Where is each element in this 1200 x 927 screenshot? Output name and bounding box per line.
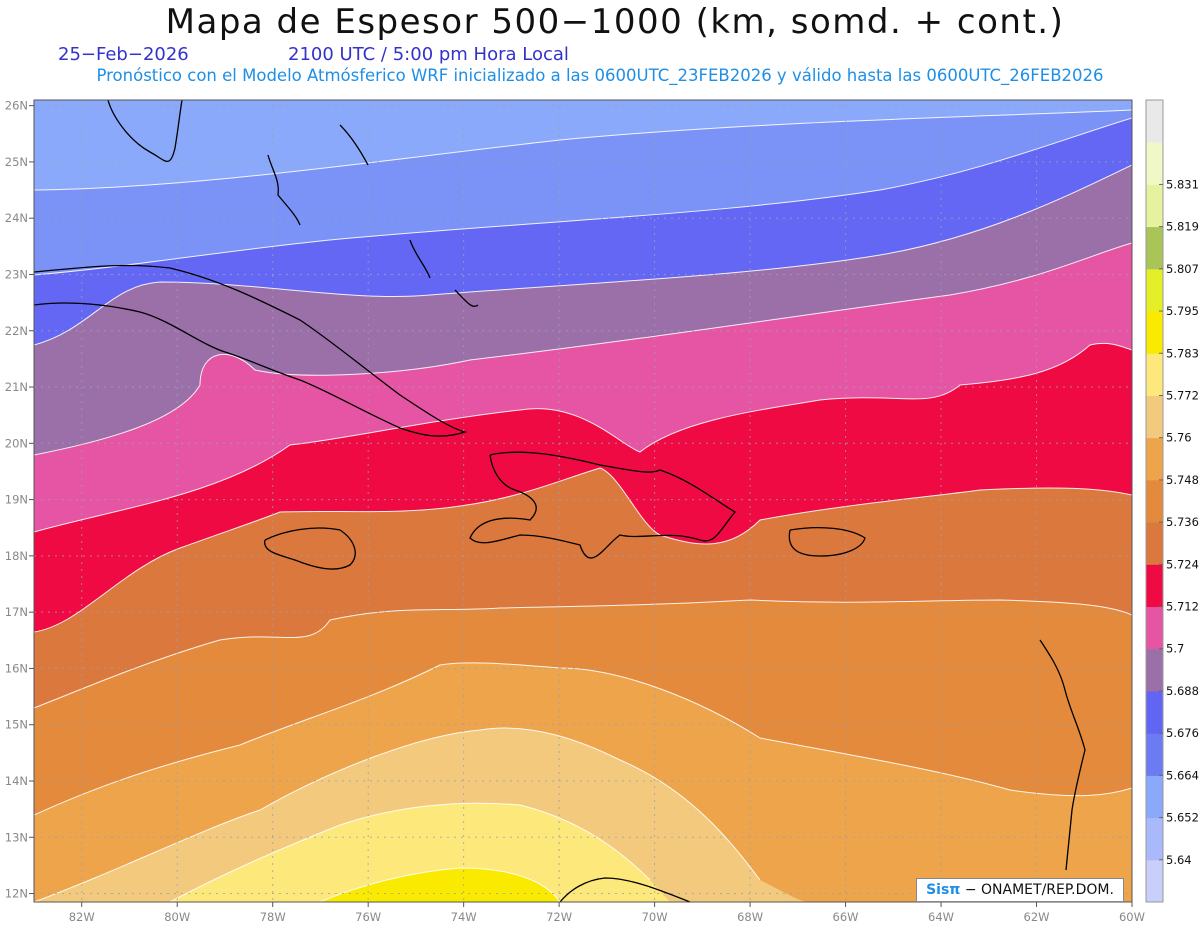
lat-tick-label: 21N <box>5 380 28 394</box>
lon-tick-label: 72W <box>546 910 572 924</box>
colorbar-segment <box>1146 775 1163 819</box>
colorbar-segment <box>1146 100 1163 143</box>
graticule <box>34 100 1132 902</box>
lesser-antilles <box>1039 639 1086 871</box>
colorbar-segment <box>1146 353 1163 396</box>
lat-tick-label: 23N <box>5 267 28 281</box>
lat-tick-label: 19N <box>5 493 28 507</box>
forecast-time: 2100 UTC / 5:00 pm Hora Local <box>288 44 569 65</box>
lon-tick-label: 82W <box>69 910 95 924</box>
coastlines <box>34 100 1086 902</box>
colorbar-label: 5.736 <box>1166 515 1199 529</box>
sispi-logo: Sisπ <box>926 882 961 898</box>
thickness-contours <box>34 100 1132 902</box>
colorbar-segment <box>1146 479 1163 523</box>
lat-tick-label: 20N <box>5 436 28 450</box>
colorbar-segment <box>1146 395 1163 439</box>
cuba-coast <box>34 264 468 437</box>
lon-tick-label: 62W <box>1024 910 1050 924</box>
forecast-date: 25−Feb−2026 <box>58 44 189 65</box>
lon-tick-label: 78W <box>260 910 286 924</box>
lat-tick-label: 13N <box>5 830 28 844</box>
colorbar-segment <box>1146 437 1163 481</box>
colorbar-segment <box>1146 690 1163 734</box>
lat-tick-label: 16N <box>5 661 28 675</box>
model-info: Pronóstico con el Modelo Atmósferico WRF… <box>96 66 1104 85</box>
colorbar-label: 5.712 <box>1166 600 1199 614</box>
band-5.783 <box>320 868 560 902</box>
lat-tick-label: 25N <box>5 155 28 169</box>
colorbar-segment <box>1146 311 1163 354</box>
lon-tick-label: 64W <box>928 910 954 924</box>
colorbar-label: 5.664 <box>1166 768 1199 782</box>
credit-box: Sisπ − ONAMET/REP.DOM. <box>916 878 1124 902</box>
colorbar-label: 5.7 <box>1166 642 1184 656</box>
colorbar-segment <box>1146 226 1163 270</box>
colorbar-label: 5.64 <box>1166 853 1192 867</box>
venezuela-coast <box>559 877 691 902</box>
hispaniola-coast <box>469 451 736 559</box>
lon-tick-label: 68W <box>737 910 763 924</box>
lat-tick-label: 26N <box>5 99 28 113</box>
lon-tick-label: 70W <box>642 910 668 924</box>
lon-tick-label: 66W <box>833 910 859 924</box>
credit-text: − ONAMET/REP.DOM. <box>964 882 1114 898</box>
lon-tick-label: 80W <box>164 910 190 924</box>
colorbar-label: 5.748 <box>1166 473 1199 487</box>
colorbar-segment <box>1146 142 1163 185</box>
colorbar-segment <box>1146 733 1163 776</box>
colorbar-segment <box>1146 564 1163 608</box>
colorbar-frame <box>1145 99 1164 903</box>
bahamas-4 <box>454 289 479 307</box>
colorbar-label: 5.783 <box>1166 346 1199 360</box>
colorbar-label: 5.807 <box>1166 262 1199 276</box>
map-title: Mapa de Espesor 500−1000 (km, somd. + co… <box>165 2 1065 42</box>
colorbar-label: 5.819 <box>1166 220 1199 234</box>
jamaica-coast <box>264 527 356 570</box>
lat-tick-label: 24N <box>5 211 28 225</box>
florida-coast <box>107 100 183 162</box>
puerto-rico-coast <box>788 526 866 557</box>
lat-tick-label: 17N <box>5 605 28 619</box>
colorbar-label: 5.652 <box>1166 811 1199 825</box>
bahamas-3 <box>409 239 431 279</box>
colorbar-segment <box>1146 184 1163 228</box>
colorbar-segment <box>1146 522 1163 565</box>
lat-tick-label: 22N <box>5 324 28 338</box>
colorbar-label: 5.688 <box>1166 684 1199 698</box>
lon-tick-label: 76W <box>355 910 381 924</box>
bahamas-1 <box>267 154 301 226</box>
colorbar-label: 5.772 <box>1166 388 1199 402</box>
lat-tick-label: 14N <box>5 774 28 788</box>
longitude-labels: 82W 80W 78W 76W 74W 72W 70W 68W 66W 64W 62W 60W <box>69 902 1145 924</box>
colorbar-label: 5.76 <box>1166 431 1192 445</box>
colorbar-label: 5.795 <box>1166 304 1199 318</box>
colorbar: 5.831 5.819 5.807 5.795 5.783 5.772 5.76 5.748 5… <box>1145 99 1199 903</box>
lon-tick-label: 60W <box>1119 910 1145 924</box>
colorbar-segment <box>1146 268 1163 312</box>
latitude-labels: 26N 25N 24N 23N 22N 21N 20N 19N 18N 17N 16N 15N 14N 1… <box>5 99 34 901</box>
colorbar-label: 5.676 <box>1166 726 1199 740</box>
lon-tick-label: 74W <box>451 910 477 924</box>
colorbar-segment <box>1146 606 1163 650</box>
colorbar-segment <box>1146 817 1163 861</box>
lat-tick-label: 18N <box>5 549 28 563</box>
lat-tick-label: 15N <box>5 718 28 732</box>
colorbar-segment <box>1146 648 1163 692</box>
colorbar-label: 5.724 <box>1166 557 1199 571</box>
colorbar-label: 5.831 <box>1166 177 1199 191</box>
map-frame <box>33 99 1133 903</box>
band-5.772 <box>170 803 670 902</box>
lat-tick-label: 12N <box>5 887 28 901</box>
bahamas-2 <box>339 124 369 166</box>
colorbar-segment <box>1146 859 1163 903</box>
